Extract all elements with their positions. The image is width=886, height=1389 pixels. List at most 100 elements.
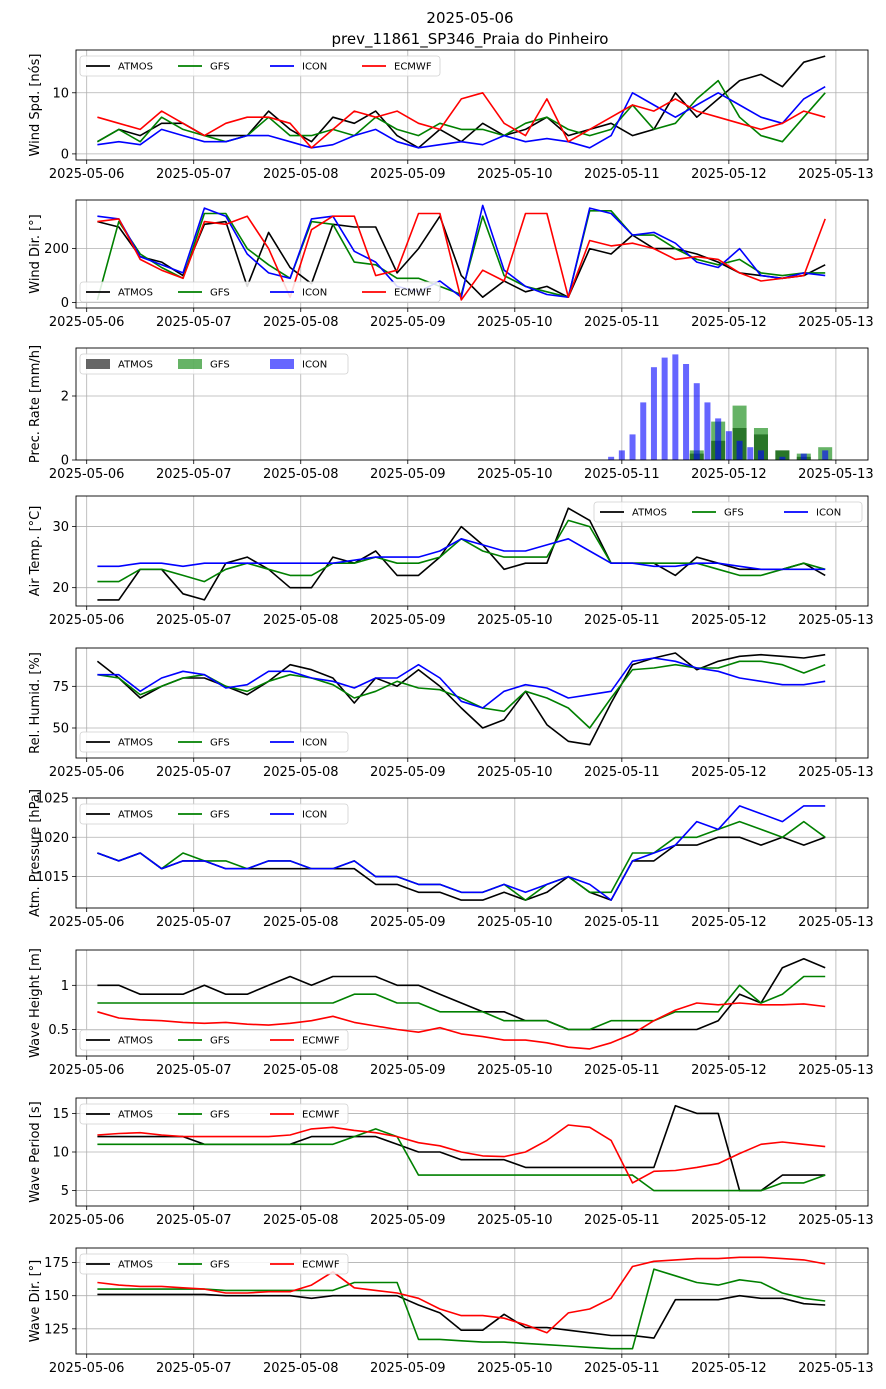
x-tick-label: 2025-05-12 <box>691 1213 767 1228</box>
bar-icon <box>661 357 668 460</box>
legend-label: ECMWF <box>394 62 432 73</box>
y-tick-label: 5 <box>61 1184 69 1199</box>
legend-label: ICON <box>816 508 841 519</box>
legend-label: GFS <box>210 1036 230 1047</box>
axes-frame <box>75 1247 869 1355</box>
axes-frame <box>75 495 869 607</box>
y-tick-label: 15 <box>52 1107 69 1122</box>
x-tick-label: 2025-05-12 <box>691 315 767 330</box>
y-tick-label: 0 <box>61 454 69 469</box>
bar-gfs <box>732 405 747 460</box>
x-tick-label: 2025-05-06 <box>49 1213 125 1228</box>
x-tick-label: 2025-05-13 <box>798 467 874 482</box>
bar-icon <box>747 447 754 460</box>
x-tick-label: 2025-05-13 <box>798 1213 874 1228</box>
y-tick-label: 0 <box>61 147 69 162</box>
x-tick-label: 2025-05-07 <box>156 765 232 780</box>
y-axis-label: Wave Height [m] <box>28 948 43 1058</box>
legend: ATMOS GFS ECMWF <box>79 1103 349 1125</box>
x-tick-label: 2025-05-07 <box>156 915 232 930</box>
x-tick-label: 2025-05-10 <box>477 1361 553 1376</box>
y-tick-label: 10 <box>52 1146 69 1161</box>
x-tick-label: 2025-05-07 <box>156 1063 232 1078</box>
x-tick-label: 2025-05-11 <box>584 613 660 628</box>
series-line-gfs <box>97 79 826 143</box>
series-line-atmos <box>97 507 826 601</box>
bar-icon <box>650 367 657 460</box>
legend-box <box>79 281 441 303</box>
series-line-ecmwf <box>97 92 826 149</box>
y-axis-label: Atm. Pressure [hPa] <box>28 789 43 917</box>
legend-label: ATMOS <box>118 62 153 73</box>
legend-label: GFS <box>210 738 230 749</box>
x-tick-label: 2025-05-07 <box>156 467 232 482</box>
legend-label: ECMWF <box>394 288 432 299</box>
x-tick-label: 2025-05-10 <box>477 167 553 182</box>
bar-icon <box>640 402 647 460</box>
y-tick-label: 1025 <box>36 792 69 807</box>
y-axis-label: Rel. Humid. [%] <box>28 652 43 754</box>
x-tick-label: 2025-05-09 <box>370 467 446 482</box>
x-tick-label: 2025-05-11 <box>584 167 660 182</box>
x-tick-label: 2025-05-10 <box>477 315 553 330</box>
panel-rel-humid: 2025-05-06 2025-05-07 2025-05-08 2025-05-09… <box>28 647 874 780</box>
series-line-gfs <box>97 1128 826 1192</box>
series-line-icon <box>97 657 826 709</box>
legend: ATMOS GFS ICON ECMWF <box>79 281 441 303</box>
legend-box <box>79 55 441 77</box>
legend-label: ICON <box>302 360 327 371</box>
x-tick-label: 2025-05-07 <box>156 1361 232 1376</box>
bar-icon <box>693 383 700 460</box>
axes-frame <box>75 949 869 1057</box>
x-tick-label: 2025-05-13 <box>798 167 874 182</box>
y-tick-label: 75 <box>52 680 69 695</box>
legend: ATMOS GFS ICON <box>79 353 349 375</box>
x-tick-label: 2025-05-11 <box>584 467 660 482</box>
x-tick-label: 2025-05-06 <box>49 467 125 482</box>
series-line-icon <box>97 805 826 901</box>
y-tick-label: 20 <box>52 581 69 596</box>
legend-label: GFS <box>210 288 230 299</box>
legend-box <box>79 1029 349 1051</box>
y-tick-label: 1 <box>61 979 69 994</box>
x-tick-label: 2025-05-08 <box>263 915 339 930</box>
x-tick-label: 2025-05-06 <box>49 167 125 182</box>
axes-frame <box>75 647 869 759</box>
legend-label: ATMOS <box>118 1036 153 1047</box>
series-line-ecmwf <box>97 1124 826 1184</box>
x-tick-label: 2025-05-13 <box>798 315 874 330</box>
legend-label: ICON <box>302 62 327 73</box>
y-tick-label: 2 <box>61 390 69 405</box>
series-line-atmos <box>97 215 826 299</box>
y-axis-label: Wind Dir. [°] <box>28 214 43 294</box>
x-tick-label: 2025-05-09 <box>370 613 446 628</box>
panel-wind-spd-n-s: 2025-05-06 2025-05-07 2025-05-08 2025-05-09… <box>28 49 874 182</box>
legend-label: GFS <box>210 360 230 371</box>
legend-label: GFS <box>210 1260 230 1271</box>
y-tick-label: 0 <box>61 296 69 311</box>
series-line-gfs <box>97 519 826 583</box>
y-tick-label: 10 <box>52 86 69 101</box>
legend-label: GFS <box>210 1110 230 1121</box>
bar-icon <box>608 456 615 460</box>
x-tick-label: 2025-05-07 <box>156 1213 232 1228</box>
axes-frame <box>75 347 869 461</box>
bar-icon <box>725 431 732 460</box>
legend: ATMOS GFS ECMWF <box>79 1253 349 1275</box>
x-tick-label: 2025-05-13 <box>798 1361 874 1376</box>
panel-wind-dir: 2025-05-06 2025-05-07 2025-05-08 2025-05-09… <box>28 199 874 330</box>
bar-icon <box>715 418 722 460</box>
x-tick-label: 2025-05-06 <box>49 1063 125 1078</box>
x-tick-label: 2025-05-10 <box>477 1063 553 1078</box>
x-tick-label: 2025-05-09 <box>370 315 446 330</box>
x-tick-label: 2025-05-11 <box>584 1213 660 1228</box>
bar-icon <box>704 402 711 460</box>
bar-icon <box>672 354 679 460</box>
x-tick-label: 2025-05-13 <box>798 613 874 628</box>
y-tick-label: 30 <box>52 520 69 535</box>
panel-prec-rate-mm-h: 2025-05-06 2025-05-07 2025-05-08 2025-05-09… <box>28 345 874 482</box>
y-axis-label: Wind Spd. [nós] <box>28 54 43 157</box>
legend-label: ECMWF <box>302 1260 340 1271</box>
series-line-ecmwf <box>97 1256 826 1334</box>
series-line-atmos <box>97 836 826 901</box>
